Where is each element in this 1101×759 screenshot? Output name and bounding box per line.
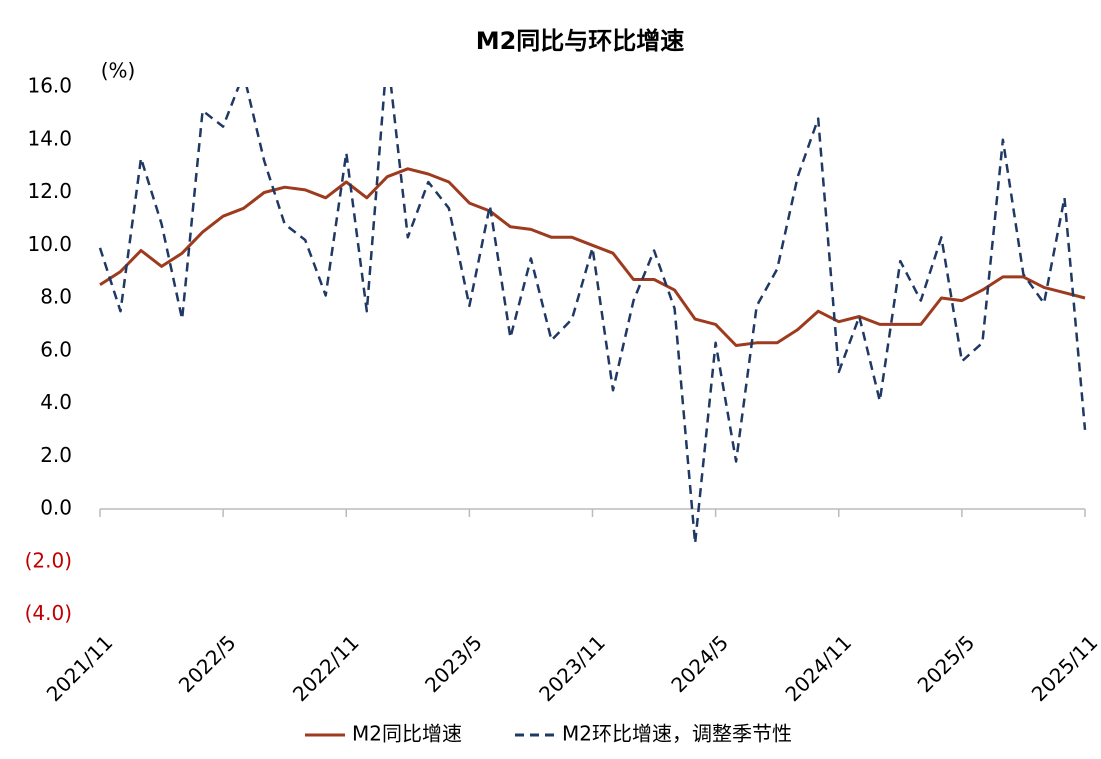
y-tick-label: (2.0) bbox=[25, 548, 72, 572]
y-tick-label: 10.0 bbox=[27, 232, 72, 256]
y-tick-label: 6.0 bbox=[40, 337, 72, 361]
legend-label: M2同比增速 bbox=[352, 722, 462, 746]
y-tick-label: 0.0 bbox=[40, 496, 72, 520]
legend-label: M2环比增速，调整季节性 bbox=[562, 722, 792, 746]
x-tick-label: 2023/5 bbox=[420, 630, 487, 697]
x-tick-label: 2025/11 bbox=[1027, 630, 1101, 706]
series-line bbox=[98, 87, 1087, 545]
x-tick-label: 2024/11 bbox=[780, 630, 856, 706]
y-tick-label: 2.0 bbox=[40, 443, 72, 467]
series-line bbox=[99, 167, 1086, 347]
x-tick-label: 2022/5 bbox=[174, 630, 241, 697]
x-tick-label: 2025/5 bbox=[913, 630, 980, 697]
y-tick-label: 12.0 bbox=[27, 179, 72, 203]
y-tick-label: 8.0 bbox=[40, 285, 72, 309]
x-tick-label: 2022/11 bbox=[288, 630, 364, 706]
y-unit-label: (%) bbox=[101, 59, 136, 83]
y-tick-label: 14.0 bbox=[27, 126, 72, 150]
plot-area bbox=[98, 87, 1087, 545]
y-tick-label: 4.0 bbox=[40, 390, 72, 414]
x-tick-label: 2023/11 bbox=[534, 630, 610, 706]
y-tick-label: (4.0) bbox=[25, 601, 72, 625]
x-tick-label: 2024/5 bbox=[666, 630, 733, 697]
x-tick-label: 2021/11 bbox=[42, 630, 118, 706]
y-tick-label: 16.0 bbox=[27, 74, 72, 98]
chart-title: M2同比与环比增速 bbox=[476, 27, 685, 55]
